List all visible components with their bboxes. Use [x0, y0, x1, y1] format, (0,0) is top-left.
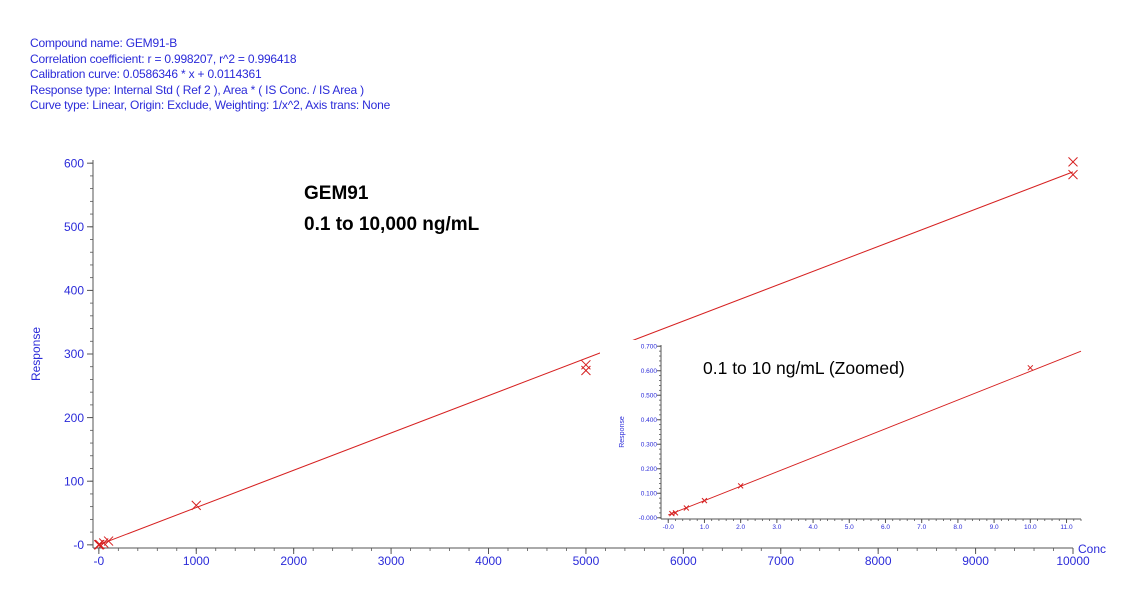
main-x-tick-label: 8000 — [865, 554, 892, 568]
main-x-tick-label: 9000 — [962, 554, 989, 568]
inset-y-tick-label: 0.300 — [641, 442, 658, 449]
inset-data-point — [683, 505, 690, 511]
inset-x-tick-label: 5.0 — [845, 524, 854, 531]
main-data-point — [1068, 157, 1078, 167]
main-y-tick-label: -0 — [73, 538, 84, 552]
inset-x-tick-label: 11.0 — [1060, 524, 1073, 531]
main-data-point — [191, 500, 202, 511]
main-annotation-line: GEM91 — [304, 183, 369, 204]
main-y-axis-title: Response — [29, 327, 43, 381]
inset-data-point-stroke — [683, 505, 690, 511]
inset-y-axis-title: Response — [619, 416, 626, 448]
main-data-point — [581, 365, 591, 376]
compound-info: Compound name: GEM91-B Correlation coeff… — [30, 36, 390, 114]
inset-x-tick-label: 4.0 — [809, 524, 818, 531]
inset-x-tick-label: 2.0 — [736, 524, 745, 531]
main-data-point-stroke — [191, 500, 202, 511]
main-y-tick-label: 600 — [64, 156, 84, 170]
main-annotation-line: 0.1 to 10,000 ng/mL — [304, 214, 480, 235]
main-data-point — [1068, 169, 1078, 180]
correlation-line: Correlation coefficient: r = 0.998207, r… — [30, 51, 297, 66]
inset-x-tick-label: 7.0 — [917, 524, 926, 531]
main-data-point — [103, 536, 114, 546]
response-type-line: Response type: Internal Std ( Ref 2 ), A… — [30, 82, 364, 97]
inset-data-point-stroke — [737, 483, 744, 489]
main-y-tick-label: 300 — [64, 347, 84, 361]
curve-type-line: Curve type: Linear, Origin: Exclude, Wei… — [30, 98, 391, 112]
inset-annotation-line: 0.1 to 10 ng/mL (Zoomed) — [703, 358, 905, 378]
main-x-tick-label: -0 — [94, 554, 105, 568]
main-calibration-line — [98, 171, 1074, 546]
inset-y-tick-label: 0.500 — [641, 393, 658, 400]
main-data-point-stroke — [103, 536, 114, 546]
inset-data-point-stroke — [1027, 364, 1034, 371]
main-x-tick-label: 10000 — [1056, 554, 1090, 568]
inset-data-point-stroke — [701, 497, 708, 504]
main-x-tick-label: 4000 — [475, 554, 502, 568]
inset-y-tick-label: 0.200 — [641, 466, 658, 473]
inset-calibration-line — [668, 350, 1082, 516]
main-x-tick-label: 7000 — [767, 554, 794, 568]
main-x-tick-label: 1000 — [183, 554, 210, 568]
main-data-point-stroke — [1068, 169, 1078, 180]
inset-x-tick-label: 1.0 — [700, 524, 709, 531]
inset-y-tick-label: 0.700 — [641, 344, 658, 351]
compound-name-line: Compound name: GEM91-B — [30, 36, 178, 50]
inset-y-tick-label: 0.600 — [641, 368, 658, 375]
main-data-point-stroke — [1068, 157, 1078, 167]
inset-y-tick-label: -0.000 — [639, 515, 658, 522]
main-y-tick-label: 100 — [64, 474, 84, 488]
inset-chart: -0.0 1.0 2.0 3.0 4.0 5.0 6.0 7.0 8.0 9.0 10.0 11.0 -… — [619, 344, 1082, 531]
main-y-tick-label: 500 — [64, 220, 84, 234]
main-y-tick-label: 200 — [64, 411, 84, 425]
main-data-point — [98, 538, 109, 548]
inset-data-point — [672, 510, 679, 516]
inset-x-tick-label: 3.0 — [772, 524, 781, 531]
inset-data-point — [1027, 364, 1034, 371]
inset-x-tick-label: 8.0 — [953, 524, 962, 531]
inset-background — [600, 340, 1090, 536]
inset-data-point — [737, 483, 744, 489]
main-x-tick-label: 5000 — [573, 554, 600, 568]
main-x-tick-label: 2000 — [280, 554, 307, 568]
main-chart: -0 1000 2000 3000 4000 5000 6000 7000 8000 9000 10… — [29, 156, 1106, 568]
inset-data-point — [701, 497, 708, 504]
inset-data-point-stroke — [672, 510, 679, 516]
calibration-curve-line: Calibration curve: 0.0586346 * x + 0.011… — [30, 67, 262, 81]
inset-x-tick-label: 6.0 — [881, 524, 890, 531]
inset-y-tick-label: 0.100 — [641, 491, 658, 498]
inset-data-point-stroke — [669, 510, 675, 517]
inset-x-tick-label: -0.0 — [663, 524, 675, 531]
inset-y-tick-label: 0.400 — [641, 417, 658, 424]
main-data-point-stroke — [581, 365, 591, 376]
main-data-point-stroke — [98, 538, 109, 548]
main-y-tick-label: 400 — [64, 284, 84, 298]
main-x-tick-label: 3000 — [378, 554, 405, 568]
inset-x-tick-label: 10.0 — [1024, 524, 1037, 531]
inset-x-tick-label: 9.0 — [990, 524, 999, 531]
main-x-tick-label: 6000 — [670, 554, 697, 568]
main-x-axis-title: Conc — [1078, 542, 1106, 556]
